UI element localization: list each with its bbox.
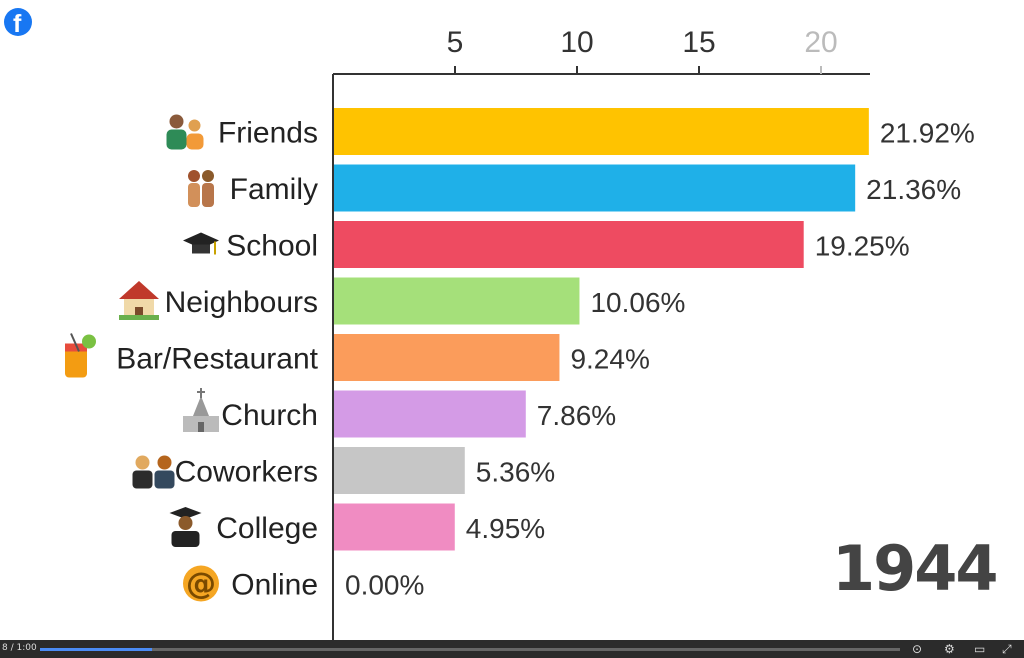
bar-church [334, 390, 526, 438]
x-tick-label: 10 [560, 26, 593, 59]
value-label: 5.36% [476, 457, 555, 488]
time-label: 8 / 1:00 [2, 643, 37, 653]
bar-college [334, 503, 455, 551]
x-tick-label: 20 [804, 26, 837, 59]
bar-school [334, 221, 804, 268]
progress-track[interactable] [40, 648, 900, 651]
cocktail-icon [65, 333, 96, 378]
value-label: 7.86% [537, 400, 616, 431]
value-label: 9.24% [570, 344, 649, 375]
house-icon [119, 281, 159, 320]
family-icon [188, 170, 214, 207]
bar-neighbours [334, 277, 580, 325]
value-label: 21.36% [866, 174, 961, 205]
church-icon [183, 388, 219, 432]
category-label: Coworkers [175, 456, 318, 489]
people-icon [166, 114, 204, 150]
settings-gear-icon[interactable]: ⚙ [944, 642, 955, 656]
value-label: 10.06% [590, 287, 685, 318]
picture-in-picture-icon[interactable]: ▭ [974, 642, 986, 656]
bar-friends [334, 108, 869, 155]
facebook-logo-icon[interactable]: f [4, 8, 32, 38]
fullscreen-icon[interactable]: ⤢ [1002, 642, 1012, 656]
value-label: 0.00% [345, 570, 424, 601]
category-label: Online [231, 569, 318, 602]
svg-text:@: @ [186, 567, 216, 602]
progress-fill [40, 648, 152, 651]
bar-family [334, 164, 856, 212]
video-player-controls: 8 / 1:00 ⊙ ⚙ ▭ ⤢ [0, 640, 1024, 658]
graduate-icon [169, 507, 202, 547]
watch-later-icon[interactable]: ⊙ [912, 642, 923, 656]
bar-coworkers [334, 447, 465, 494]
category-label: School [226, 230, 318, 263]
bar-bar-restaurant [334, 334, 560, 381]
category-label: Friends [218, 117, 318, 150]
graduation-cap-icon [183, 232, 219, 255]
value-label: 19.25% [815, 231, 910, 262]
value-label: 21.92% [880, 118, 975, 149]
coworkers-icon [132, 455, 175, 489]
category-label: College [216, 512, 318, 545]
at-sign-icon: @ [183, 565, 219, 602]
category-label: Neighbours [165, 286, 318, 319]
x-tick-label: 5 [447, 26, 464, 59]
value-label: 4.95% [466, 513, 545, 544]
year-label: 1944 [832, 532, 999, 605]
x-tick-label: 15 [682, 26, 715, 59]
category-label: Family [230, 173, 318, 206]
category-label: Bar/Restaurant [116, 343, 318, 376]
category-label: Church [221, 399, 318, 432]
bar-chart: 5 10 15 20 Friends 21.92% Family 21.36% School 19… [65, 26, 975, 640]
